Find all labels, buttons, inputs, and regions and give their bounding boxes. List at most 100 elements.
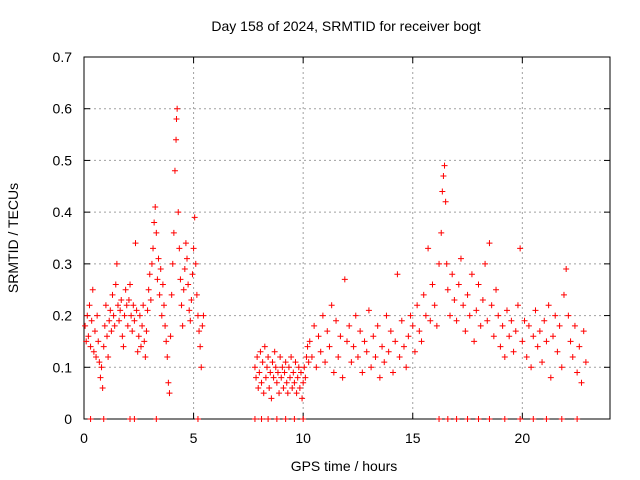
- data-point: [381, 359, 388, 366]
- data-point: [341, 276, 348, 283]
- data-point: [403, 364, 410, 371]
- data-point: [409, 322, 416, 329]
- data-point: [116, 317, 123, 324]
- data-point: [582, 359, 589, 366]
- data-point: [255, 384, 262, 391]
- plot-frame: [83, 56, 611, 420]
- data-point: [354, 353, 361, 360]
- data-point: [550, 333, 557, 340]
- data-point: [153, 229, 160, 236]
- data-point: [422, 312, 429, 319]
- data-point: [436, 416, 443, 422]
- data-point: [444, 286, 451, 293]
- data-point: [251, 364, 258, 371]
- data-point: [379, 343, 386, 350]
- data-point: [534, 343, 541, 350]
- data-point: [265, 353, 272, 360]
- data-point: [189, 271, 196, 278]
- data-point: [324, 328, 331, 335]
- data-point: [414, 302, 421, 309]
- data-point: [150, 245, 157, 252]
- data-point: [431, 302, 438, 309]
- data-point: [457, 255, 464, 262]
- data-point: [576, 343, 583, 350]
- data-point: [199, 322, 206, 329]
- data-point: [407, 312, 414, 319]
- y-tick-label: 0.7: [53, 49, 73, 65]
- data-point: [156, 291, 163, 298]
- data-point: [514, 302, 521, 309]
- data-point: [315, 333, 322, 340]
- data-point: [188, 297, 195, 304]
- data-point: [304, 343, 311, 350]
- data-point: [84, 312, 91, 319]
- data-point: [94, 312, 101, 319]
- data-point: [346, 322, 353, 329]
- data-point: [466, 312, 473, 319]
- data-point: [543, 416, 550, 422]
- data-point: [273, 416, 280, 422]
- data-point: [266, 384, 273, 391]
- y-tick-label: 0.6: [53, 101, 73, 117]
- data-point: [300, 379, 307, 386]
- data-point: [305, 359, 312, 366]
- data-point: [326, 343, 333, 350]
- data-point: [361, 338, 368, 345]
- data-point: [151, 219, 158, 226]
- data-point: [344, 338, 350, 345]
- data-point: [429, 281, 436, 288]
- data-point: [173, 116, 180, 123]
- data-point: [539, 359, 546, 366]
- data-point: [132, 240, 139, 247]
- data-point: [468, 271, 475, 278]
- data-point: [176, 245, 183, 252]
- data-point: [111, 322, 118, 329]
- data-point: [96, 359, 103, 366]
- data-point: [127, 281, 134, 288]
- data-point: [147, 297, 154, 304]
- data-point: [440, 172, 447, 179]
- x-tick-label: 10: [295, 430, 311, 446]
- data-point: [441, 162, 448, 169]
- data-point: [104, 333, 111, 340]
- data-point: [311, 322, 318, 329]
- data-point: [155, 255, 162, 262]
- data-point: [543, 338, 550, 345]
- data-point: [475, 281, 482, 288]
- data-point: [283, 379, 290, 386]
- data-point: [335, 353, 342, 360]
- data-point: [328, 302, 335, 309]
- data-point: [254, 353, 261, 360]
- data-point: [449, 271, 456, 278]
- data-point: [257, 348, 264, 355]
- data-point: [296, 384, 303, 391]
- data-point: [125, 297, 132, 304]
- data-point: [87, 343, 94, 350]
- data-point: [185, 281, 192, 288]
- data-point: [140, 302, 147, 309]
- data-point: [180, 286, 187, 293]
- y-tick-label: 0.5: [53, 152, 73, 168]
- grid: [84, 57, 610, 419]
- data-point: [486, 416, 493, 422]
- data-point: [528, 364, 535, 371]
- y-tick-label: 0.1: [53, 359, 73, 375]
- data-point: [460, 302, 467, 309]
- data-point: [191, 214, 198, 221]
- data-point: [512, 328, 519, 335]
- data-point: [574, 416, 581, 422]
- tick-labels: 0 0.1 0.2 0.3 0.4 0.5 0.6 0.7 0 5 10 15 20: [53, 49, 531, 446]
- y-tick-label: 0.3: [53, 256, 73, 272]
- data-point: [580, 328, 587, 335]
- data-point: [473, 307, 480, 314]
- data-point: [284, 390, 291, 397]
- data-point: [110, 312, 117, 319]
- data-point: [112, 281, 119, 288]
- data-point: [536, 328, 543, 335]
- x-tick-label: 0: [80, 430, 88, 446]
- data-point: [134, 348, 141, 355]
- data-point: [167, 333, 174, 340]
- data-point: [383, 312, 390, 319]
- data-point: [281, 369, 288, 376]
- data-point: [175, 209, 182, 216]
